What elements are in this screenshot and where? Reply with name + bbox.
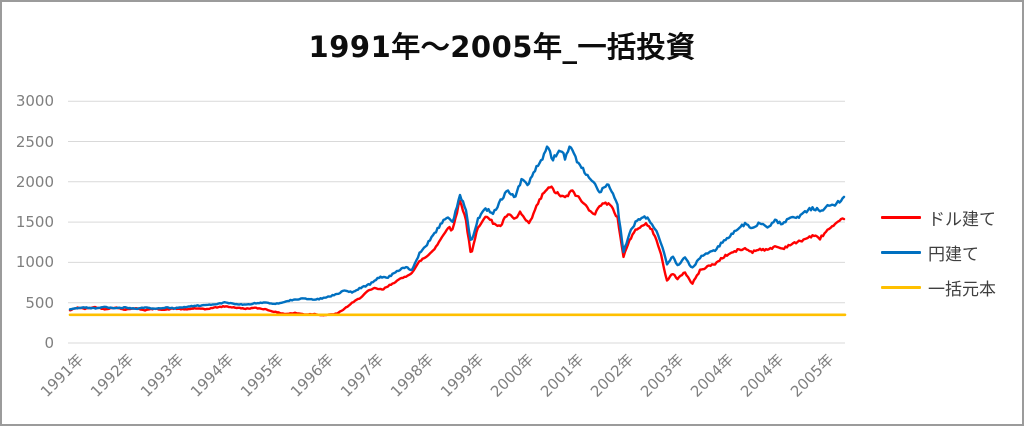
- y-tick-label-2000: 2000: [15, 172, 54, 191]
- series-line-yen: [68, 145, 846, 311]
- legend-label-principal: 一括元本: [928, 280, 996, 300]
- y-tick-label-1500: 1500: [15, 213, 54, 232]
- legend-line-swatch-gold: [881, 286, 921, 289]
- legend-item-principal: 一括元本: [881, 270, 996, 305]
- legend: ドル建て 円建て 一括元本: [881, 200, 996, 305]
- chart-title: 1991年～2005年_一括投資: [308, 30, 696, 64]
- y-tick-label-2500: 2500: [15, 132, 54, 151]
- legend-line-swatch-blue: [881, 251, 921, 254]
- series-line-dollar: [68, 185, 846, 317]
- legend-label-dollar: ドル建て: [928, 210, 996, 230]
- legend-item-dollar: ドル建て: [881, 200, 996, 235]
- y-tick-label-3000: 3000: [15, 92, 54, 111]
- legend-label-yen: 円建て: [928, 245, 979, 265]
- y-tick-label-1000: 1000: [15, 253, 54, 272]
- y-tick-label-0: 0: [44, 334, 54, 352]
- legend-item-yen: 円建て: [881, 235, 996, 270]
- y-tick-label-500: 500: [25, 293, 54, 312]
- legend-line-swatch-red: [881, 216, 921, 219]
